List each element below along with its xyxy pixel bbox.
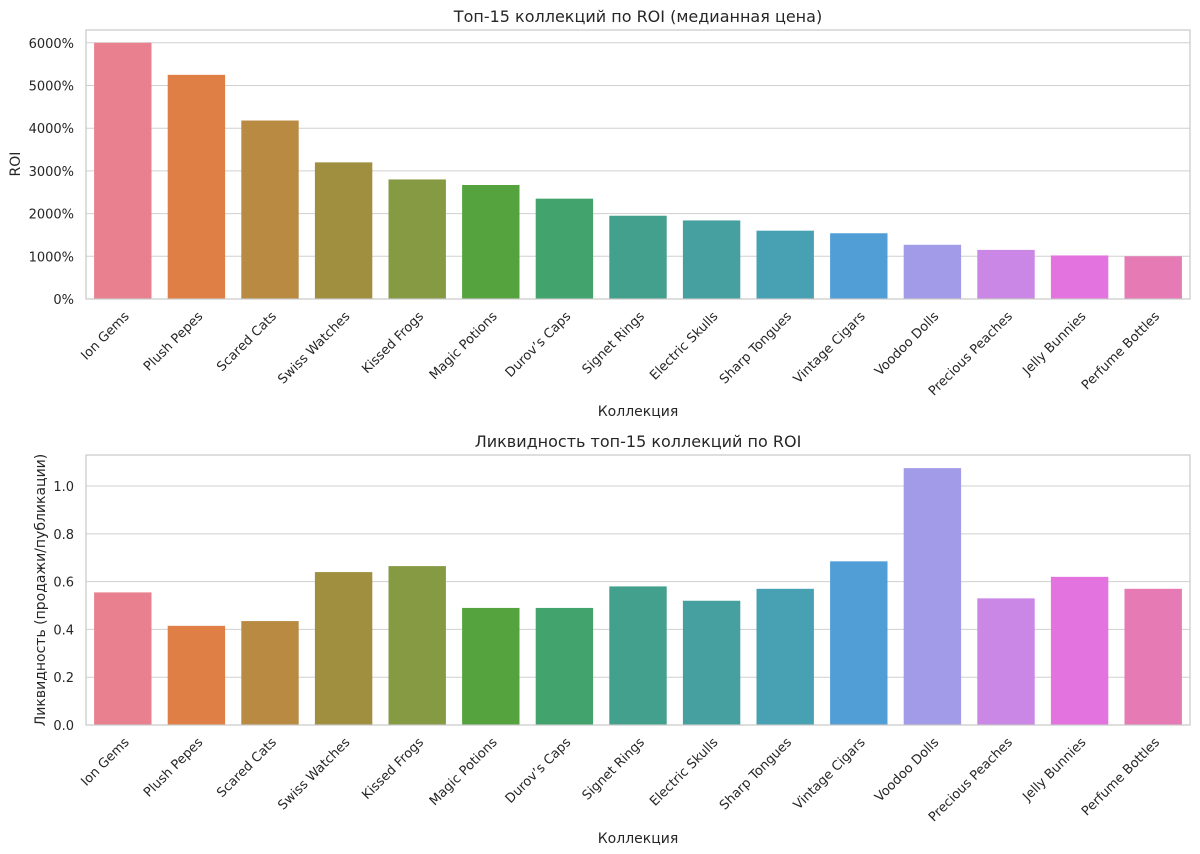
roi-chart-title: Топ-15 коллекций по ROI (медианная цена) bbox=[453, 7, 822, 26]
liquidity-y-tick-label: 0.8 bbox=[53, 528, 74, 543]
roi-x-tick-label: Signet Rings bbox=[580, 309, 648, 377]
liquidity-x-tick-label: Voodoo Dolls bbox=[872, 735, 942, 805]
liquidity-x-tick-label: Durov’s Caps bbox=[503, 735, 575, 807]
roi-x-tick-label: Ion Gems bbox=[78, 309, 132, 363]
roi-bar bbox=[756, 230, 814, 299]
liquidity-plot-frame bbox=[85, 454, 1191, 726]
liquidity-x-tick-label: Swiss Watches bbox=[275, 735, 353, 813]
liquidity-x-tick-label: Perfume Bottles bbox=[1079, 735, 1163, 819]
liquidity-bar bbox=[756, 588, 814, 725]
roi-y-axis-label: ROI bbox=[8, 152, 24, 177]
liquidity-y-axis-label: Ликвидность (продажи/публикации) bbox=[33, 454, 49, 726]
roi-bar bbox=[314, 162, 373, 299]
roi-x-tick-label: Voodoo Dolls bbox=[872, 309, 942, 379]
liquidity-bar bbox=[1124, 588, 1182, 725]
roi-bar bbox=[388, 179, 446, 299]
liquidity-bar bbox=[388, 566, 446, 725]
liquidity-y-tick-label: 1.0 bbox=[53, 480, 74, 495]
liquidity-x-axis-label: Коллекция bbox=[598, 831, 679, 847]
roi-bar bbox=[903, 244, 962, 299]
roi-x-tick-label: Kissed Frogs bbox=[359, 309, 427, 377]
liquidity-bar bbox=[462, 607, 520, 725]
roi-x-axis-label: Коллекция bbox=[598, 404, 679, 420]
roi-x-tick-label: Scared Cats bbox=[214, 309, 280, 375]
roi-y-tick-label: 3000% bbox=[29, 165, 74, 180]
roi-bar bbox=[609, 215, 667, 299]
roi-x-tick-label: Swiss Watches bbox=[275, 309, 353, 387]
liquidity-x-tick-label: Magic Potions bbox=[427, 735, 501, 809]
liquidity-y-tick-label: 0.2 bbox=[53, 671, 74, 686]
liquidity-x-tick-label: Sharp Tongues bbox=[717, 735, 795, 813]
liquidity-y-tick-label: 0.6 bbox=[53, 576, 74, 591]
roi-bar bbox=[241, 120, 299, 300]
liquidity-bars bbox=[94, 468, 1182, 725]
roi-x-tick-label: Vintage Cigars bbox=[791, 309, 869, 387]
liquidity-bar bbox=[1050, 576, 1109, 725]
liquidity-bar bbox=[830, 561, 888, 725]
roi-bar bbox=[94, 42, 152, 300]
liquidity-bar bbox=[94, 592, 152, 725]
roi-bar bbox=[167, 74, 226, 299]
roi-bar bbox=[977, 249, 1035, 299]
liquidity-x-tick-label: Scared Cats bbox=[214, 735, 280, 801]
liquidity-x-tick-label: Precious Peaches bbox=[926, 735, 1016, 825]
liquidity-bar bbox=[314, 572, 373, 725]
liquidity-bar bbox=[535, 607, 594, 725]
liquidity-y-tick-label: 0.0 bbox=[53, 719, 74, 734]
roi-y-tick-label: 6000% bbox=[29, 37, 74, 52]
roi-x-tick-label: Sharp Tongues bbox=[717, 309, 795, 387]
roi-bar bbox=[1050, 255, 1109, 299]
liquidity-bar bbox=[682, 600, 741, 725]
roi-y-ticks: 0% 1000% 2000% 3000% 4000% 5000% 6000% bbox=[29, 37, 74, 308]
roi-y-tick-label: 0% bbox=[53, 293, 74, 308]
roi-bars bbox=[94, 42, 1182, 300]
liquidity-bar bbox=[609, 586, 667, 725]
roi-y-tick-label: 2000% bbox=[29, 208, 74, 223]
roi-bar bbox=[1124, 256, 1182, 299]
roi-bar bbox=[830, 233, 888, 299]
roi-x-tick-label: Precious Peaches bbox=[926, 309, 1016, 399]
roi-plot-frame bbox=[85, 29, 1191, 300]
roi-x-tick-label: Electric Skulls bbox=[647, 309, 721, 383]
liquidity-x-tick-label: Vintage Cigars bbox=[791, 735, 869, 813]
roi-y-tick-label: 4000% bbox=[29, 122, 74, 137]
liquidity-x-tick-label: Plush Pepes bbox=[141, 735, 206, 800]
roi-y-tick-label: 5000% bbox=[29, 80, 74, 95]
liquidity-x-tick-label: Ion Gems bbox=[78, 735, 132, 789]
liquidity-bar bbox=[167, 625, 226, 725]
liquidity-x-tick-label: Kissed Frogs bbox=[359, 735, 427, 803]
roi-x-tick-label: Magic Potions bbox=[427, 309, 501, 383]
roi-bar bbox=[535, 198, 594, 299]
liquidity-x-tick-label: Signet Rings bbox=[580, 735, 648, 803]
liquidity-bar bbox=[903, 468, 962, 725]
liquidity-x-tick-label: Jelly Bunnies bbox=[1019, 735, 1089, 805]
roi-bar bbox=[682, 220, 741, 299]
liquidity-y-ticks: 0.0 0.2 0.4 0.6 0.8 1.0 bbox=[53, 480, 74, 734]
liquidity-bar bbox=[241, 621, 299, 725]
liquidity-chart: Ликвидность топ-15 коллекций по ROI 0.00… bbox=[33, 432, 1191, 847]
liquidity-x-tick-label: Electric Skulls bbox=[647, 735, 721, 809]
roi-x-tick-label: Perfume Bottles bbox=[1079, 309, 1163, 393]
liquidity-y-tick-label: 0.4 bbox=[53, 623, 74, 638]
roi-bar bbox=[462, 184, 520, 299]
roi-x-tick-label: Plush Pepes bbox=[141, 309, 206, 374]
liquidity-chart-title: Ликвидность топ-15 коллекций по ROI bbox=[475, 432, 802, 451]
roi-chart: Топ-15 коллекций по ROI (медианная цена)… bbox=[8, 7, 1191, 420]
roi-x-tick-label: Jelly Bunnies bbox=[1019, 309, 1089, 379]
roi-x-tick-label: Durov’s Caps bbox=[503, 309, 575, 381]
liquidity-bar bbox=[977, 598, 1035, 725]
roi-y-tick-label: 1000% bbox=[29, 250, 74, 265]
